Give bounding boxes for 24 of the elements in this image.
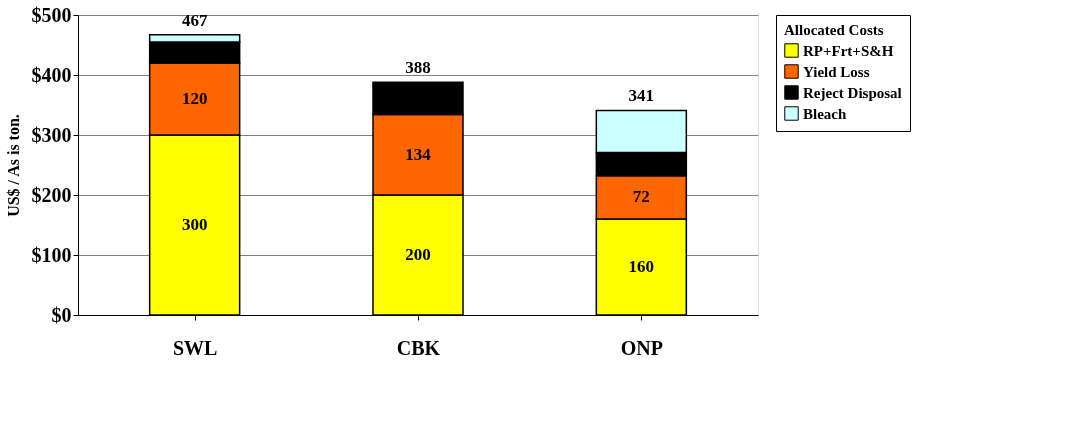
legend-label: Reject Disposal (803, 84, 902, 101)
y-tick-label: $500 (31, 3, 72, 26)
data-label: 200 (405, 245, 431, 264)
y-axis-title: US$ / As is ton. (4, 114, 22, 217)
data-label: 120 (181, 89, 208, 108)
data-label: 160 (628, 257, 655, 276)
y-tick-label: $100 (31, 243, 72, 266)
data-label: 134 (405, 144, 432, 164)
x-tick-label: SWL (172, 336, 218, 359)
x-tick-label: ONP (620, 336, 663, 359)
legend-label: Yield Loss (803, 63, 870, 80)
legend-title: Allocated Costs (784, 22, 884, 38)
data-label: 72 (632, 187, 650, 207)
x-tick-label: CBK (396, 336, 441, 359)
legend-label: Bleach (803, 105, 847, 122)
total-label: 341 (628, 86, 655, 106)
total-label: 467 (181, 10, 208, 30)
y-tick-label: $300 (31, 123, 72, 146)
total-label: 388 (405, 58, 431, 78)
legend-label: RP+Frt+S&H (803, 42, 894, 59)
y-tick-label: $200 (31, 183, 72, 206)
y-tick-label: $400 (31, 63, 72, 86)
data-label: 300 (181, 215, 208, 234)
y-tick-label: $0 (51, 303, 72, 326)
